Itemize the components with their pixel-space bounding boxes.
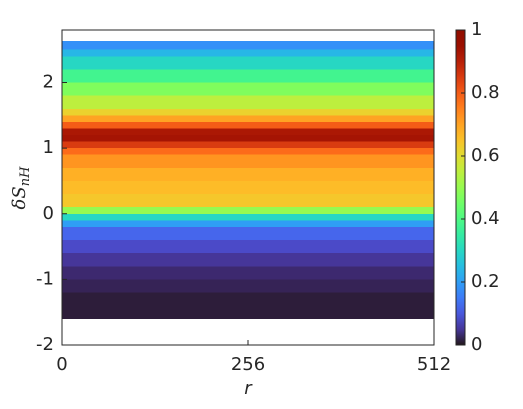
y-tick-label: 1 bbox=[43, 137, 54, 158]
y-label-main: δS bbox=[9, 186, 30, 209]
density-band bbox=[62, 95, 434, 109]
density-band bbox=[62, 292, 434, 319]
x-tick-label: 256 bbox=[231, 354, 265, 375]
x-tick-label: 512 bbox=[417, 354, 451, 375]
y-tick-label: -1 bbox=[36, 268, 54, 289]
density-band bbox=[62, 121, 434, 129]
density-band bbox=[62, 220, 434, 227]
density-band bbox=[62, 167, 434, 181]
density-band bbox=[62, 148, 434, 155]
density-band bbox=[62, 154, 434, 168]
density-band bbox=[62, 253, 434, 267]
density-band bbox=[62, 115, 434, 122]
colorbar-tick-label: 0.6 bbox=[471, 145, 500, 166]
density-band bbox=[62, 69, 434, 83]
colorbar-tick-label: 0.4 bbox=[471, 208, 500, 229]
density-band bbox=[62, 135, 434, 142]
colorbar-tick-label: 0.8 bbox=[471, 82, 500, 103]
y-tick-label: 2 bbox=[43, 72, 54, 93]
density-band bbox=[62, 128, 434, 135]
x-axis-label: r bbox=[244, 378, 253, 399]
density-band bbox=[62, 49, 434, 57]
density-band bbox=[62, 279, 434, 293]
density-band bbox=[62, 266, 434, 280]
density-band bbox=[62, 240, 434, 254]
y-label-sub: nH bbox=[18, 166, 33, 186]
density-band bbox=[62, 82, 434, 96]
density-band bbox=[62, 108, 434, 116]
y-tick-label: 0 bbox=[43, 203, 54, 224]
density-band bbox=[62, 56, 434, 70]
density-band bbox=[62, 207, 434, 214]
density-band bbox=[62, 213, 434, 221]
density-band bbox=[62, 141, 434, 149]
density-band bbox=[62, 194, 434, 208]
y-tick-label: -2 bbox=[36, 334, 54, 355]
y-axis-label: δSnH bbox=[9, 166, 33, 210]
x-tick-label: 0 bbox=[56, 354, 67, 375]
colorbar bbox=[455, 29, 466, 346]
density-band bbox=[62, 41, 434, 50]
plot-area bbox=[62, 41, 434, 319]
colorbar-tick-label: 1 bbox=[471, 19, 482, 40]
density-band bbox=[62, 180, 434, 195]
density-band bbox=[62, 226, 434, 240]
colorbar-tick-label: 0.2 bbox=[471, 271, 500, 292]
colorbar-tick-label: 0 bbox=[471, 334, 482, 355]
